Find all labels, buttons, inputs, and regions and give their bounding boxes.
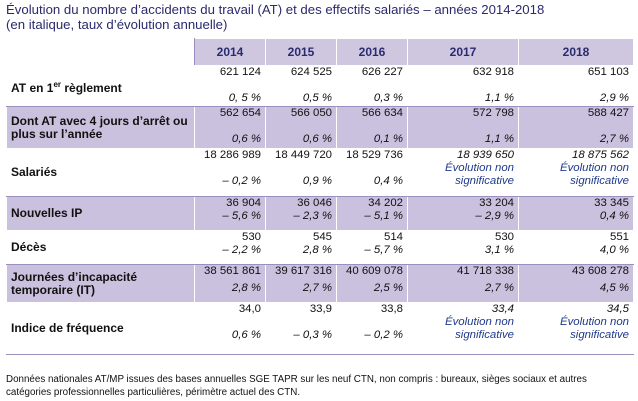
source-footnote: Données nationales AT/MP issues des base… — [6, 374, 587, 398]
row-label-salaries: Salariés — [6, 148, 195, 197]
table-row: Dont AT avec 4 jours d’arrêt ou plus sur… — [6, 106, 634, 149]
row-label-indice-frequence: Indice de fréquence — [6, 302, 195, 355]
table-cell: 551 4,0 % — [518, 230, 634, 265]
row-label-dont-at-4-jours: Dont AT avec 4 jours d’arrêt ou plus sur… — [6, 106, 195, 149]
table-cell: 18 449 720 0,9 % — [265, 148, 337, 197]
table-cell: 18 939 650 Évolution non significative — [407, 148, 519, 197]
table-cell: 588 427 2,7 % — [518, 106, 634, 149]
table-cell: 36 046– 2,3 % — [265, 196, 337, 231]
table-cell: 18 286 989– 0,2 % — [194, 148, 266, 197]
table-row: Nouvelles IP 36 904– 5,6 % 36 046– 2,3 %… — [6, 196, 634, 231]
accidents-table: 2014 2015 2016 2017 2018 AT en 1er règle… — [6, 38, 634, 355]
table-cell: 39 617 316 2,7 % — [265, 264, 337, 303]
table-cell: 514– 5,7 % — [336, 230, 408, 265]
header-blank-cell — [6, 38, 195, 66]
table-cell: 566 634 0,1 % — [336, 106, 408, 149]
table-cell: 18 875 562 Évolution non significative — [518, 148, 634, 197]
table-row: Indice de fréquence 34,0 0,6 % 33,9– 0,3 … — [6, 302, 634, 355]
table-cell: 40 609 078 2,5 % — [336, 264, 408, 303]
table-cell: 624 525 0,5 % — [265, 65, 337, 107]
row-label-at-premier-reglement: AT en 1er règlement — [6, 65, 195, 107]
table-cell: 572 798 1,1 % — [407, 106, 519, 149]
table-cell: 545 2,8 % — [265, 230, 337, 265]
table-cell: 33 204– 2,9 % — [407, 196, 519, 231]
title-line-1: Évolution du nombre d’accidents du trava… — [6, 2, 545, 17]
table-cell: 33,4 Évolution non significative — [407, 302, 519, 355]
table-row: Journées d’incapacité temporaire (IT) 38… — [6, 264, 634, 303]
row-label-deces: Décès — [6, 230, 195, 265]
table-cell: 33 345 0,4 % — [518, 196, 634, 231]
table-cell: 34,0 0,6 % — [194, 302, 266, 355]
table-row: AT en 1er règlement 621 124 0, 5 % 624 52… — [6, 65, 634, 107]
table-cell: 38 561 861 2,8 % — [194, 264, 266, 303]
table-cell: 36 904– 5,6 % — [194, 196, 266, 231]
table-cell: 626 227 0,3 % — [336, 65, 408, 107]
table-cell: 566 050 0,6 % — [265, 106, 337, 149]
header-year-2014: 2014 — [194, 38, 266, 66]
table-cell: 562 654 0,6 % — [194, 106, 266, 149]
table-cell: 34,5 Évolution non significative — [518, 302, 634, 355]
row-label-journees-it: Journées d’incapacité temporaire (IT) — [6, 264, 195, 303]
header-year-2015: 2015 — [265, 38, 337, 66]
header-year-2018: 2018 — [518, 38, 634, 66]
table-row: Décès 530– 2,2 % 545 2,8 % 514– 5,7 % 530… — [6, 230, 634, 265]
table-cell: 18 529 736 0,4 % — [336, 148, 408, 197]
table-cell: 651 103 2,9 % — [518, 65, 634, 107]
title-line-2: (en italique, taux d’évolution annuelle) — [6, 17, 228, 32]
table-cell: 33,9– 0,3 % — [265, 302, 337, 355]
table-cell: 33,8– 0,2 % — [336, 302, 408, 355]
document-title: Évolution du nombre d’accidents du trava… — [6, 2, 632, 32]
table-cell: 43 608 278 4,5 % — [518, 264, 634, 303]
table-cell: 530 3,1 % — [407, 230, 519, 265]
table-cell: 621 124 0, 5 % — [194, 65, 266, 107]
table-cell: 632 918 1,1 % — [407, 65, 519, 107]
table-cell: 530– 2,2 % — [194, 230, 266, 265]
header-year-2016: 2016 — [336, 38, 408, 66]
table-row: Salariés 18 286 989– 0,2 % 18 449 720 0,9… — [6, 148, 634, 197]
table-cell: 41 718 338 2,7 % — [407, 264, 519, 303]
header-year-2017: 2017 — [407, 38, 519, 66]
table-header-row: 2014 2015 2016 2017 2018 — [6, 38, 634, 66]
row-label-nouvelles-ip: Nouvelles IP — [6, 196, 195, 231]
table-cell: 34 202– 5,1 % — [336, 196, 408, 231]
